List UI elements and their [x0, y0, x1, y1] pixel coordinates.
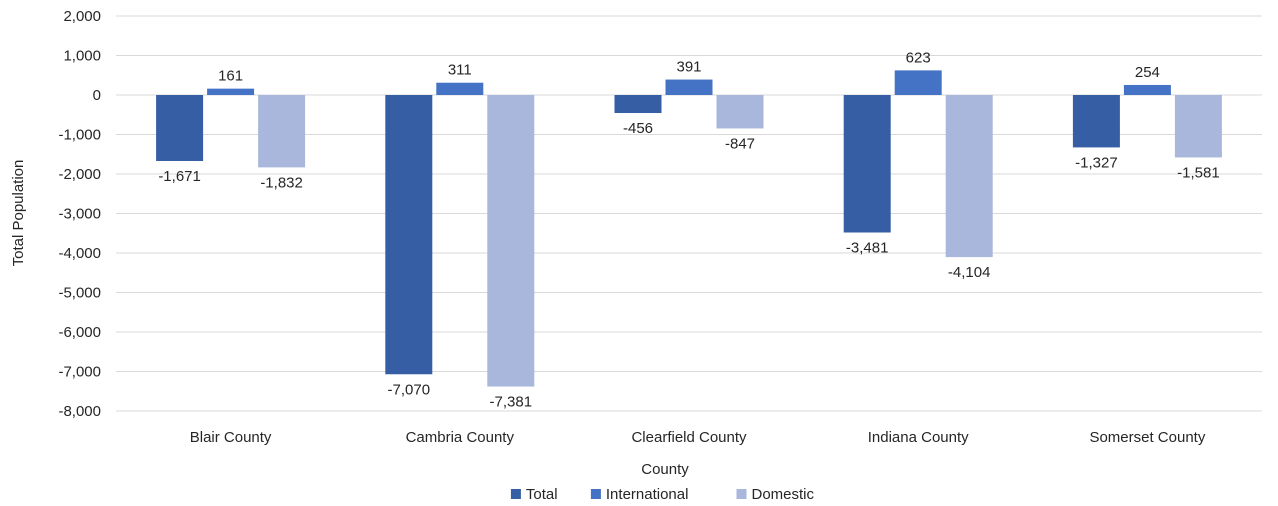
data-label: -847: [725, 135, 755, 152]
data-label: -7,381: [490, 394, 533, 411]
y-tick-label: -1,000: [58, 127, 101, 144]
bar-international: [207, 88, 255, 95]
y-tick-label: -3,000: [58, 206, 101, 223]
bar-domestic: [716, 95, 764, 129]
legend: Total International Domestic: [510, 486, 815, 503]
data-label: -1,832: [260, 174, 303, 191]
y-tick-label: 0: [93, 87, 101, 104]
y-tick-label: 1,000: [63, 48, 101, 65]
data-label: -3,481: [846, 239, 889, 256]
data-labels: -1,671 161 -1,832 -7,070 311 -7,381 -456 391 -84…: [158, 49, 1219, 410]
y-axis-ticks: -8,000 -7,000 -6,000 -5,000 -4,000 -3,000 -2,0…: [58, 8, 101, 420]
x-axis-ticks: Blair County Cambria County Clearfield Cou…: [190, 429, 1206, 446]
bar-domestic: [945, 95, 993, 258]
y-tick-label: -6,000: [58, 324, 101, 341]
bar-domestic: [487, 95, 535, 387]
y-tick-label: -2,000: [58, 166, 101, 183]
y-tick-label: -8,000: [58, 403, 101, 420]
bar-international: [665, 79, 713, 95]
legend-swatch-total: [510, 489, 521, 499]
bar-international: [436, 82, 484, 95]
x-tick-label: Clearfield County: [631, 429, 747, 446]
data-label: 161: [218, 68, 243, 85]
legend-label-total: Total: [526, 486, 558, 503]
bar-total: [1072, 95, 1120, 148]
data-label: -4,104: [948, 264, 991, 281]
x-tick-label: Somerset County: [1089, 429, 1205, 446]
y-tick-label: -5,000: [58, 285, 101, 302]
y-axis-title: Total Population: [10, 160, 27, 267]
bar-total: [385, 95, 433, 375]
legend-swatch-domestic: [736, 489, 747, 499]
bar-total: [843, 95, 891, 233]
bars: [156, 70, 1222, 387]
x-tick-label: Indiana County: [868, 429, 969, 446]
bar-international: [894, 70, 942, 95]
data-label: 311: [448, 62, 472, 79]
y-tick-label: -7,000: [58, 364, 101, 381]
data-label: -1,581: [1177, 164, 1220, 181]
bar-total: [614, 95, 662, 114]
data-label: -7,070: [388, 381, 431, 398]
x-tick-label: Blair County: [190, 429, 272, 446]
legend-label-domestic: Domestic: [752, 486, 815, 503]
bar-domestic: [258, 95, 306, 168]
data-label: -1,671: [158, 168, 201, 185]
bar-total: [156, 95, 204, 162]
data-label: -456: [623, 120, 653, 137]
legend-swatch-international: [590, 489, 601, 499]
bar-domestic: [1174, 95, 1222, 158]
data-label: 254: [1135, 64, 1160, 81]
legend-label-international: International: [606, 486, 689, 503]
data-label: 623: [906, 49, 931, 66]
x-axis-title: County: [641, 461, 689, 478]
bar-international: [1123, 84, 1171, 95]
data-label: -1,327: [1075, 154, 1118, 171]
x-tick-label: Cambria County: [406, 429, 515, 446]
y-tick-label: 2,000: [63, 8, 101, 25]
y-tick-label: -4,000: [58, 245, 101, 262]
data-label: 391: [676, 59, 701, 76]
